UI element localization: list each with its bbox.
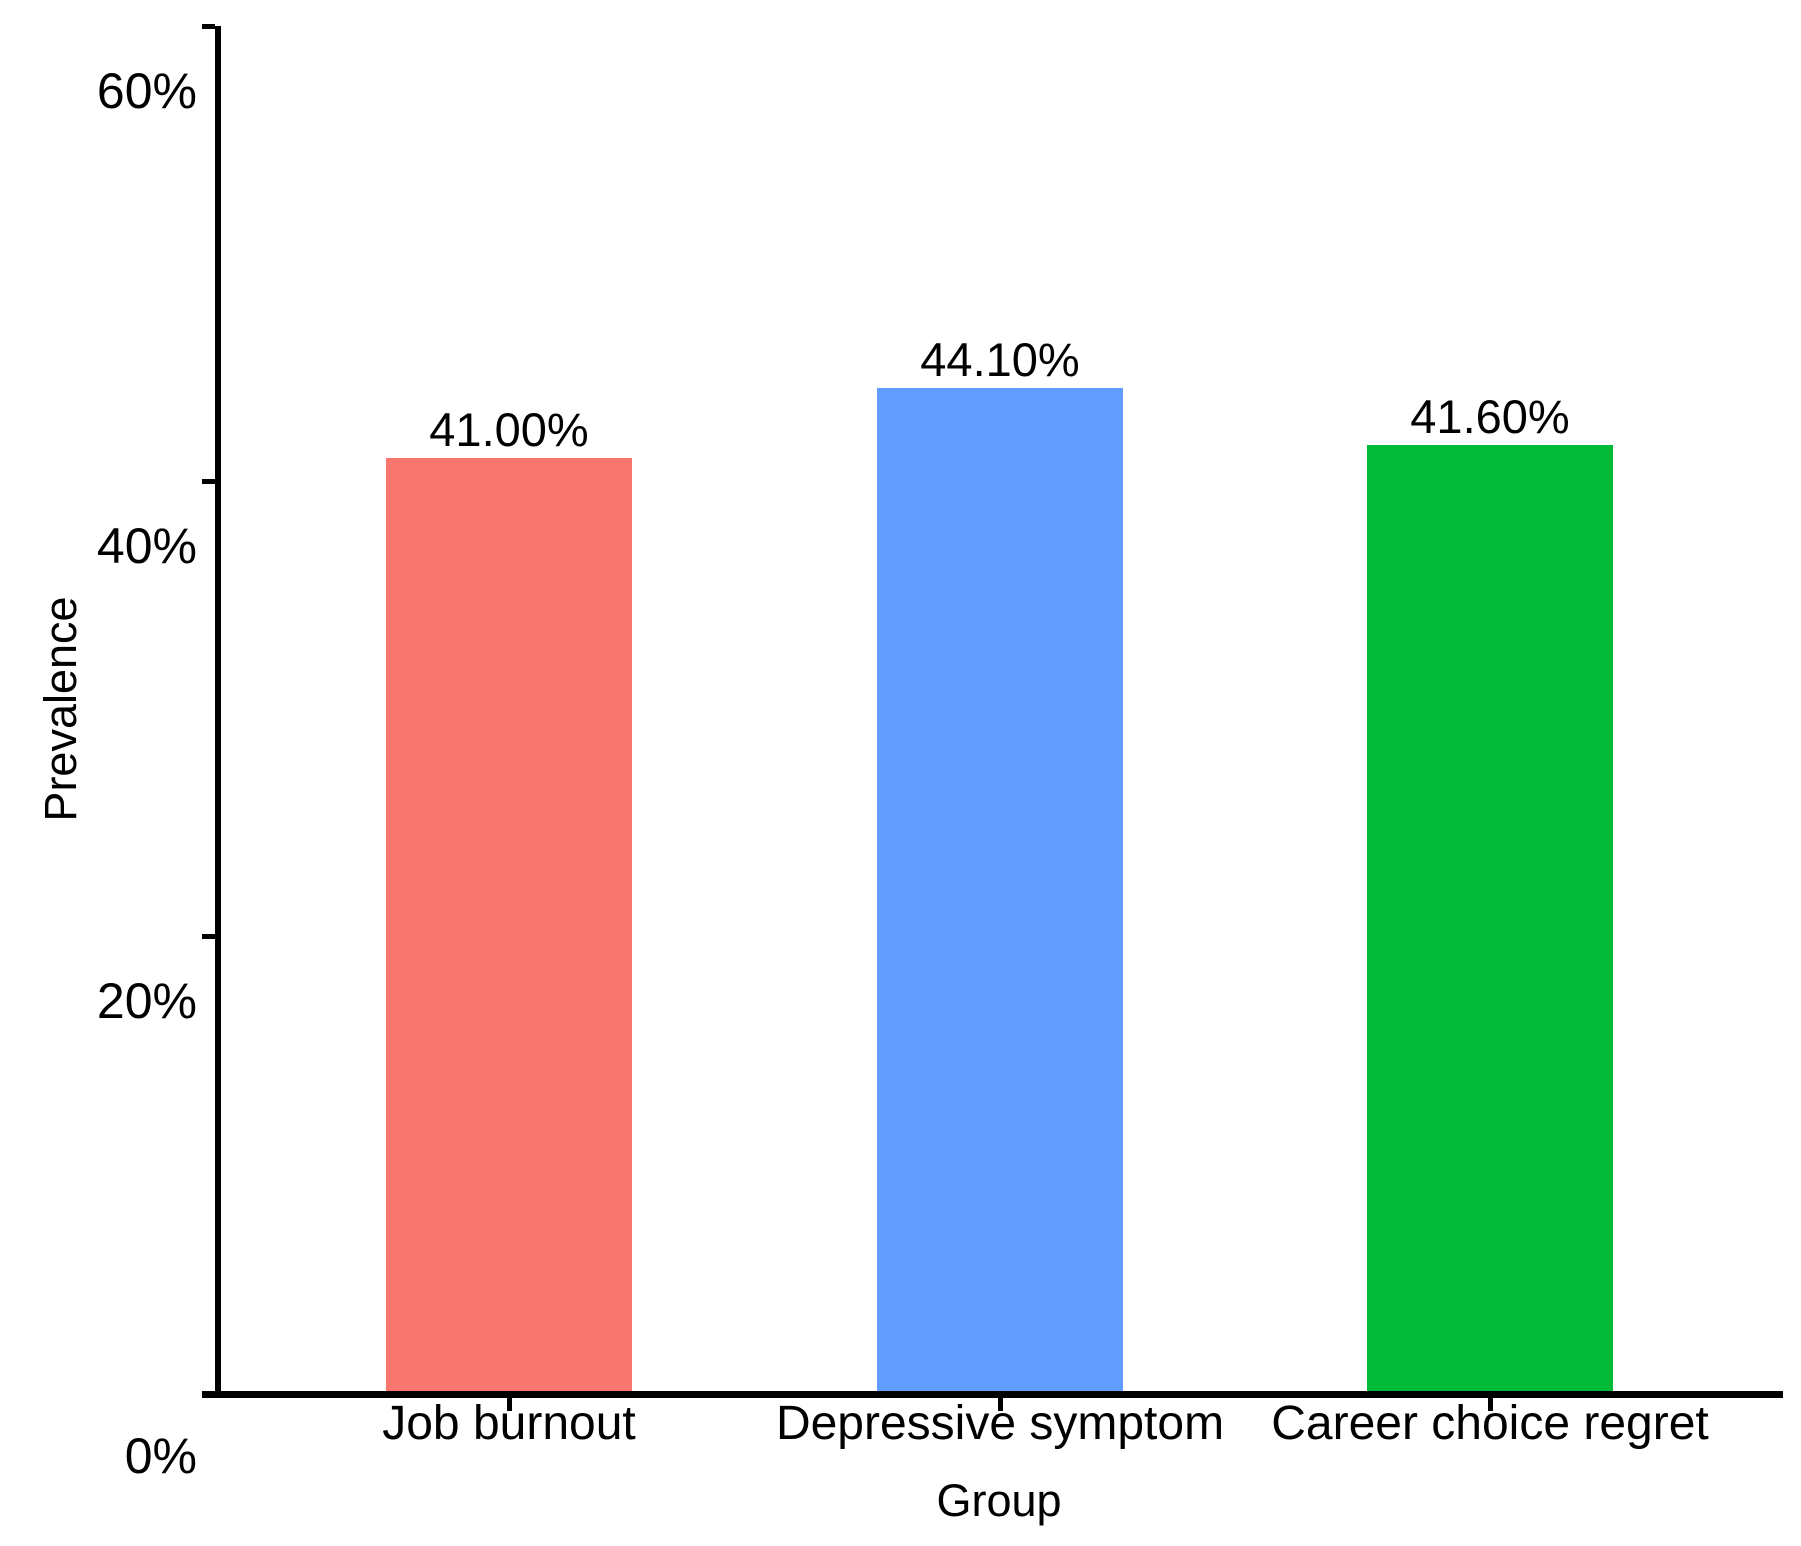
y-tick-label-0: 0% — [124, 1428, 197, 1484]
x-tick-mark-depressive-symptom — [998, 1398, 1003, 1411]
bar-value-label-career-choice-regret: 41.60% — [1410, 390, 1570, 443]
y-tick-mark-20 — [202, 934, 215, 939]
bar-value-label-depressive-symptom: 44.10% — [920, 333, 1080, 386]
y-tick-label-20: 20% — [96, 973, 197, 1029]
x-category-label-job-burnout: Job burnout — [382, 1397, 636, 1450]
x-axis-title: Group — [936, 1475, 1062, 1526]
bar-job-burnout — [386, 458, 632, 1391]
y-tick-mark-60 — [202, 24, 215, 29]
x-tick-mark-career-choice-regret — [1488, 1398, 1493, 1411]
x-category-label-depressive-symptom: Depressive symptom — [775, 1397, 1225, 1450]
y-tick-mark-40 — [202, 479, 215, 484]
bar-depressive-symptom — [877, 388, 1123, 1391]
x-category-label-career-choice-regret: Career choice regret — [1271, 1397, 1709, 1450]
y-axis-title: Prevalence — [35, 596, 86, 822]
y-tick-label-40: 40% — [96, 518, 197, 574]
bar-value-label-job-burnout: 41.00% — [429, 403, 589, 456]
bar-career-choice-regret — [1367, 445, 1613, 1391]
y-tick-label-60: 60% — [96, 63, 197, 119]
x-tick-mark-job-burnout — [507, 1398, 512, 1411]
x-axis-line — [202, 1391, 1783, 1398]
y-axis-line — [215, 26, 221, 1397]
